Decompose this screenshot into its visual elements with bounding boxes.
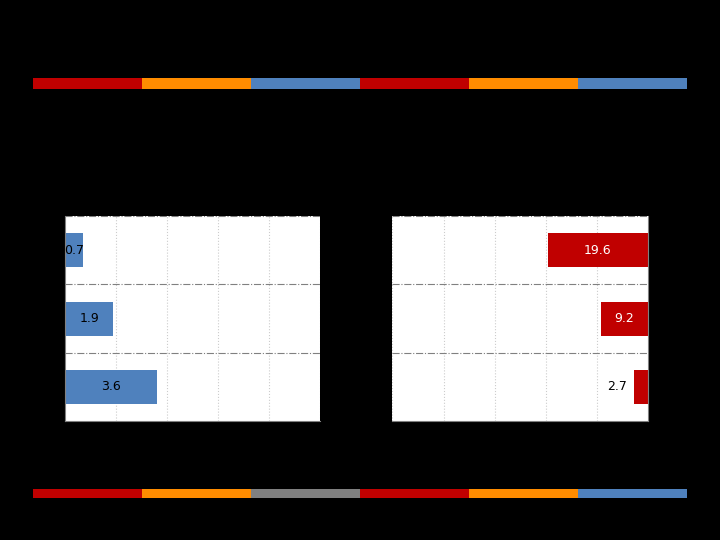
Bar bbox=[578, 489, 688, 498]
X-axis label: Billions people: Billions people bbox=[147, 449, 238, 462]
Bar bbox=[548, 233, 648, 267]
X-axis label: Billions tCO2: Billions tCO2 bbox=[480, 449, 560, 462]
Bar bbox=[360, 489, 469, 498]
Bar bbox=[601, 301, 648, 336]
Bar bbox=[32, 78, 142, 89]
Text: 3.6: 3.6 bbox=[101, 381, 121, 394]
Bar bbox=[65, 370, 157, 404]
Bar bbox=[469, 489, 578, 498]
Bar bbox=[251, 78, 360, 89]
Bar bbox=[634, 370, 648, 404]
Bar bbox=[65, 301, 113, 336]
Bar bbox=[142, 489, 251, 498]
Bar bbox=[32, 489, 142, 498]
Text: Global population and emission distribution in
2003…: Global population and emission distribut… bbox=[103, 143, 617, 186]
Text: 19.6: 19.6 bbox=[584, 244, 612, 256]
Bar bbox=[65, 233, 83, 267]
Text: 9.2: 9.2 bbox=[615, 312, 634, 325]
Bar bbox=[251, 489, 360, 498]
Bar bbox=[142, 78, 251, 89]
Text: 1.9: 1.9 bbox=[79, 312, 99, 325]
Text: 2.7: 2.7 bbox=[607, 381, 626, 394]
Bar bbox=[360, 78, 469, 89]
Bar bbox=[578, 78, 688, 89]
Text: 0.7: 0.7 bbox=[64, 244, 84, 256]
Bar bbox=[469, 78, 578, 89]
